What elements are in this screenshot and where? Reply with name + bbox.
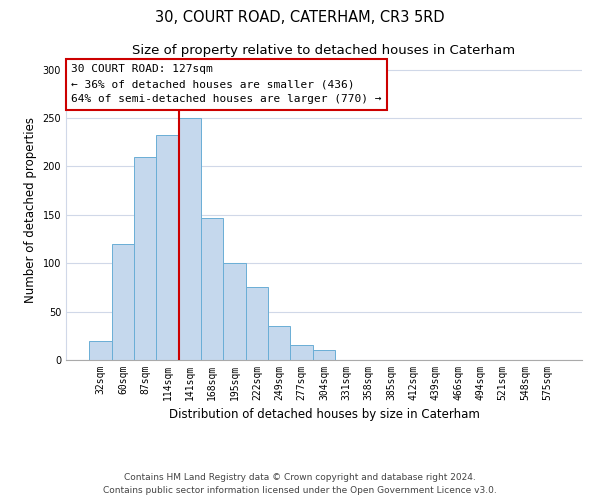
Y-axis label: Number of detached properties: Number of detached properties (24, 117, 37, 303)
Bar (268, 326, 290, 360)
Bar (112, 244, 134, 360)
Title: Size of property relative to detached houses in Caterham: Size of property relative to detached ho… (133, 44, 515, 58)
Text: 30 COURT ROAD: 127sqm
← 36% of detached houses are smaller (436)
64% of semi-det: 30 COURT ROAD: 127sqm ← 36% of detached … (71, 64, 382, 104)
Text: 30, COURT ROAD, CATERHAM, CR3 5RD: 30, COURT ROAD, CATERHAM, CR3 5RD (155, 10, 445, 25)
Bar (223, 263, 246, 360)
Bar (246, 288, 268, 360)
Bar (313, 350, 335, 360)
Bar (89, 340, 112, 360)
Bar (134, 157, 157, 360)
Bar (201, 218, 223, 360)
Bar (290, 346, 313, 360)
X-axis label: Distribution of detached houses by size in Caterham: Distribution of detached houses by size … (169, 408, 479, 422)
Text: Contains HM Land Registry data © Crown copyright and database right 2024.
Contai: Contains HM Land Registry data © Crown c… (103, 474, 497, 495)
Bar (179, 118, 201, 360)
Bar (157, 136, 179, 360)
